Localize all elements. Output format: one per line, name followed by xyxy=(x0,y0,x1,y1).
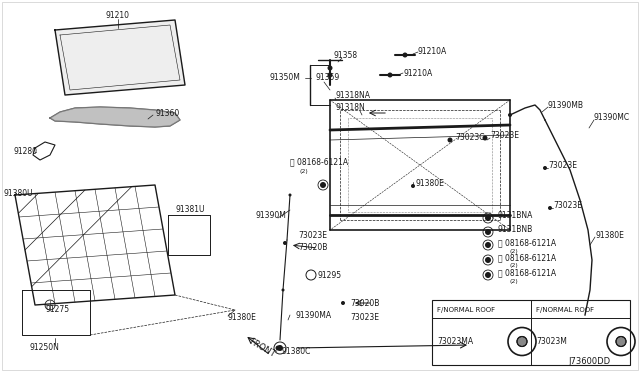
Text: 91275: 91275 xyxy=(45,305,69,314)
Text: Ⓑ 08168-6121A: Ⓑ 08168-6121A xyxy=(498,238,556,247)
Circle shape xyxy=(403,52,408,58)
Bar xyxy=(432,300,630,365)
Text: 91380E: 91380E xyxy=(228,314,257,323)
Text: 91390MC: 91390MC xyxy=(594,113,630,122)
Text: Ⓑ 08168-6121A: Ⓑ 08168-6121A xyxy=(290,157,348,167)
Text: (2): (2) xyxy=(300,170,308,174)
Text: 91390MA: 91390MA xyxy=(295,311,331,320)
Circle shape xyxy=(282,289,285,292)
Circle shape xyxy=(517,337,527,346)
Polygon shape xyxy=(50,107,180,127)
Text: 91358: 91358 xyxy=(334,51,358,60)
Text: 73023MA: 73023MA xyxy=(437,337,473,346)
Text: 91390M: 91390M xyxy=(256,211,287,219)
Text: 73023C: 73023C xyxy=(455,134,484,142)
Text: 73023E: 73023E xyxy=(553,201,582,209)
Circle shape xyxy=(508,113,512,117)
Circle shape xyxy=(485,242,491,248)
Circle shape xyxy=(485,257,491,263)
Circle shape xyxy=(411,184,415,188)
Text: 73023E: 73023E xyxy=(548,160,577,170)
Text: 73020B: 73020B xyxy=(350,298,380,308)
Circle shape xyxy=(283,241,287,245)
Text: Ⓑ 08168-6121A: Ⓑ 08168-6121A xyxy=(498,269,556,278)
Text: 91390MB: 91390MB xyxy=(548,100,584,109)
Text: 91381U: 91381U xyxy=(175,205,205,215)
Circle shape xyxy=(485,229,491,235)
Text: 91359: 91359 xyxy=(315,74,339,83)
Text: 73023E: 73023E xyxy=(298,231,327,240)
Circle shape xyxy=(483,135,488,141)
Text: 91380U: 91380U xyxy=(3,189,33,198)
Text: 91350M: 91350M xyxy=(270,74,301,83)
Text: (2): (2) xyxy=(510,279,519,283)
Circle shape xyxy=(616,337,626,346)
Circle shape xyxy=(543,166,547,170)
Text: (2): (2) xyxy=(510,248,519,253)
Text: F/NORMAL ROOF: F/NORMAL ROOF xyxy=(536,307,594,313)
Text: Ⓑ 08168-6121A: Ⓑ 08168-6121A xyxy=(498,253,556,263)
Text: 91380C: 91380C xyxy=(282,347,312,356)
Circle shape xyxy=(447,138,452,142)
Text: FRONT: FRONT xyxy=(247,337,276,359)
Text: 91210: 91210 xyxy=(105,12,129,20)
Text: 91380E: 91380E xyxy=(595,231,624,240)
Polygon shape xyxy=(55,20,185,95)
Text: 91380E: 91380E xyxy=(415,179,444,187)
Text: 9131BNB: 9131BNB xyxy=(498,225,533,234)
Text: F/NORMAL ROOF: F/NORMAL ROOF xyxy=(437,307,495,313)
Text: 91210A: 91210A xyxy=(403,68,432,77)
Circle shape xyxy=(548,206,552,210)
Circle shape xyxy=(485,215,491,221)
Circle shape xyxy=(277,345,283,351)
Text: 91250N: 91250N xyxy=(30,343,60,353)
Circle shape xyxy=(328,73,333,77)
Text: J73600DD: J73600DD xyxy=(568,357,610,366)
Circle shape xyxy=(289,193,291,196)
Text: 91295: 91295 xyxy=(318,270,342,279)
Circle shape xyxy=(387,73,392,77)
Circle shape xyxy=(485,272,491,278)
Text: (2): (2) xyxy=(510,263,519,269)
Text: 73023M: 73023M xyxy=(536,337,567,346)
Text: 91280: 91280 xyxy=(14,148,38,157)
Text: 91360: 91360 xyxy=(155,109,179,118)
Circle shape xyxy=(275,346,280,350)
Circle shape xyxy=(341,301,345,305)
Text: 91318N: 91318N xyxy=(336,103,365,112)
Text: 73020B: 73020B xyxy=(298,244,328,253)
Circle shape xyxy=(328,65,333,71)
Text: 73023E: 73023E xyxy=(490,131,519,141)
Text: 73023E: 73023E xyxy=(350,312,379,321)
Text: 9131BNA: 9131BNA xyxy=(498,212,533,221)
Text: 91318NA: 91318NA xyxy=(335,92,370,100)
Text: 91210A: 91210A xyxy=(418,48,447,57)
Circle shape xyxy=(320,182,326,188)
